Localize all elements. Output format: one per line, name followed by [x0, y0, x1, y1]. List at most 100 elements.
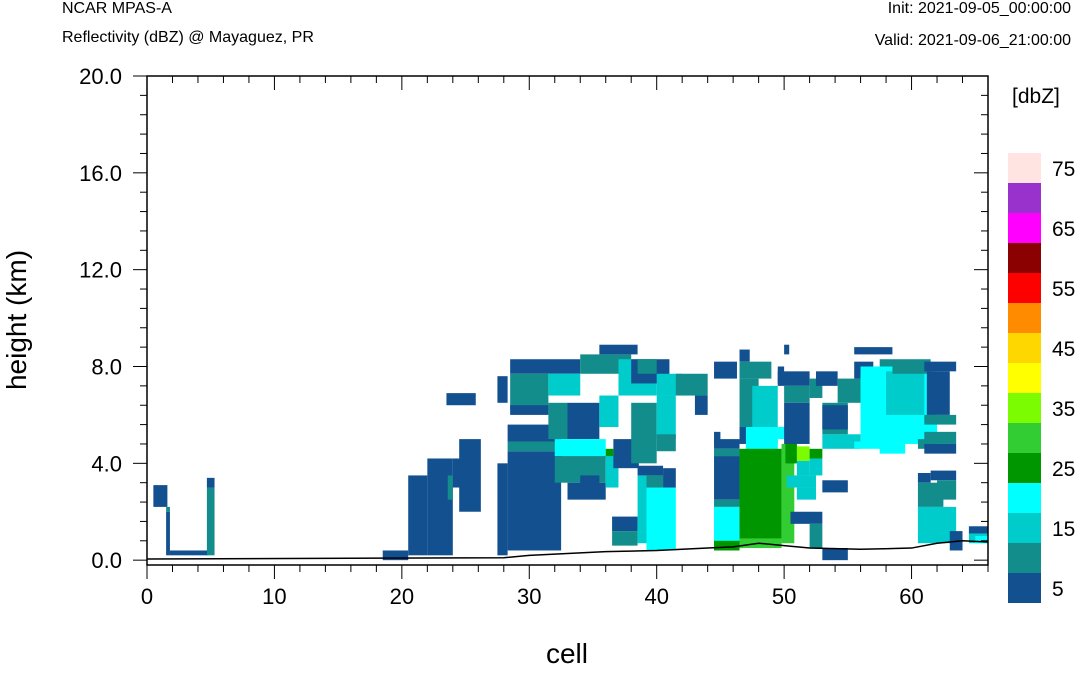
x-tick-label: 30 [517, 584, 541, 609]
colorbar-swatch [1008, 423, 1041, 453]
reflectivity-cell [796, 487, 816, 500]
y-tick-label: 0.0 [91, 548, 122, 573]
y-tick-label: 16.0 [79, 161, 122, 186]
colorbar-swatch [1008, 573, 1041, 603]
colorbar-swatch [1008, 543, 1041, 573]
reflectivity-cell [554, 439, 606, 457]
reflectivity-cell [599, 395, 619, 428]
reflectivity-cell [854, 347, 893, 355]
reflectivity-cell [637, 359, 657, 374]
reflectivity-cell [786, 475, 816, 488]
reflectivity-cell [924, 361, 957, 372]
reflectivity-cell [408, 475, 428, 556]
reflectivity-cell [153, 485, 168, 507]
colorbar-swatch [1008, 183, 1041, 213]
reflectivity-cell [206, 487, 215, 556]
axis-ticks [133, 75, 989, 579]
terrain-polyline [147, 540, 988, 560]
reflectivity-cell [646, 487, 676, 551]
colorbar-swatch [1008, 303, 1041, 333]
reflectivity-cell [656, 395, 676, 440]
reflectivity-cell [784, 385, 810, 403]
colorbar-label: 15 [1052, 518, 1075, 541]
reflectivity-cell [507, 424, 562, 442]
reflectivity-cell [507, 451, 562, 551]
reflectivity-cell [447, 475, 453, 500]
reflectivity-cell [714, 361, 737, 379]
colorbar-label: 55 [1052, 278, 1075, 301]
reflectivity-cell [714, 499, 740, 507]
reflectivity-cell [937, 480, 957, 500]
reflectivity-cell [548, 402, 568, 440]
reflectivity-cell [739, 361, 772, 379]
reflectivity-cell [968, 526, 988, 534]
x-tick-label: 10 [262, 584, 286, 609]
reflectivity-cell [714, 431, 721, 444]
reflectivity-cell [714, 448, 740, 457]
reflectivity-cell [777, 371, 810, 386]
colorbar-swatch [1008, 513, 1041, 543]
colorbar-label: 45 [1052, 338, 1075, 361]
colorbar-label: 35 [1052, 398, 1075, 421]
colorbar-unit: [dbZ] [1012, 85, 1060, 108]
reflectivity-cell [926, 371, 950, 415]
x-tick-label: 20 [390, 584, 414, 609]
reflectivity-cell [809, 448, 823, 459]
terrain-line [147, 540, 988, 560]
y-tick-label: 12.0 [79, 258, 122, 283]
reflectivity-cell [637, 475, 647, 544]
reflectivity-cell [510, 373, 549, 411]
reflectivity-cell [166, 506, 170, 512]
plot-frame [146, 75, 989, 566]
colorbar-swatch [1008, 243, 1041, 273]
reflectivity-cell [930, 470, 957, 481]
valid-time: Valid: 2021-09-06_21:00:00 [874, 32, 1071, 49]
x-tick-label: 50 [772, 584, 796, 609]
reflectivity-cell [497, 376, 508, 403]
colorbar-swatch [1008, 363, 1041, 393]
reflectivity-cell [886, 371, 925, 415]
reflectivity-cell [166, 511, 170, 556]
reflectivity-cell [663, 468, 676, 488]
reflectivity-cell [714, 540, 740, 551]
reflectivity-cell [567, 402, 600, 440]
reflectivity-cell [822, 548, 848, 561]
reflectivity-cell [206, 477, 215, 488]
reflectivity-cell [854, 441, 887, 449]
reflectivity-cell [497, 463, 508, 556]
reflectivity-cell [796, 446, 810, 461]
reflectivity-cell [777, 427, 786, 440]
reflectivity-cell [510, 405, 549, 415]
reflectivity-cell [714, 456, 740, 500]
reflectivity-cell [837, 378, 861, 403]
colorbar-label: 5 [1052, 578, 1064, 601]
reflectivity-cell [822, 405, 848, 430]
colorbar-swatch [1008, 453, 1041, 483]
reflectivity-cell [580, 475, 600, 488]
reflectivity-cell [784, 344, 790, 355]
reflectivity-cell [822, 434, 861, 449]
reflectivity-cell [459, 439, 481, 512]
reflectivity-cell [796, 460, 810, 476]
reflectivity-cell [169, 550, 209, 556]
x-axis-title: cell [546, 638, 588, 669]
reflectivity-cell [656, 434, 676, 452]
y-tick-label: 20.0 [79, 64, 122, 89]
y-tick-label: 8.0 [91, 354, 122, 379]
reflectivity-cell [612, 516, 638, 532]
reflectivity-cell [675, 373, 708, 396]
reflectivity-cell [809, 458, 823, 476]
x-tick-label: 0 [141, 584, 153, 609]
y-axis-title: height (km) [1, 250, 32, 390]
reflectivity-cell [879, 359, 931, 367]
y-tick-labels: 0.0 4.0 8.0 12.0 16.0 20.0 [79, 64, 122, 573]
colorbar-swatch [1008, 333, 1041, 363]
colorbar-swatch [1008, 153, 1041, 183]
reflectivity-cell [784, 402, 810, 444]
reflectivity-cell [694, 395, 708, 415]
reflectivity-cell [612, 531, 638, 546]
reflectivity-cell [917, 473, 931, 483]
reflectivity-cell [924, 443, 957, 454]
x-tick-label: 40 [644, 584, 668, 609]
